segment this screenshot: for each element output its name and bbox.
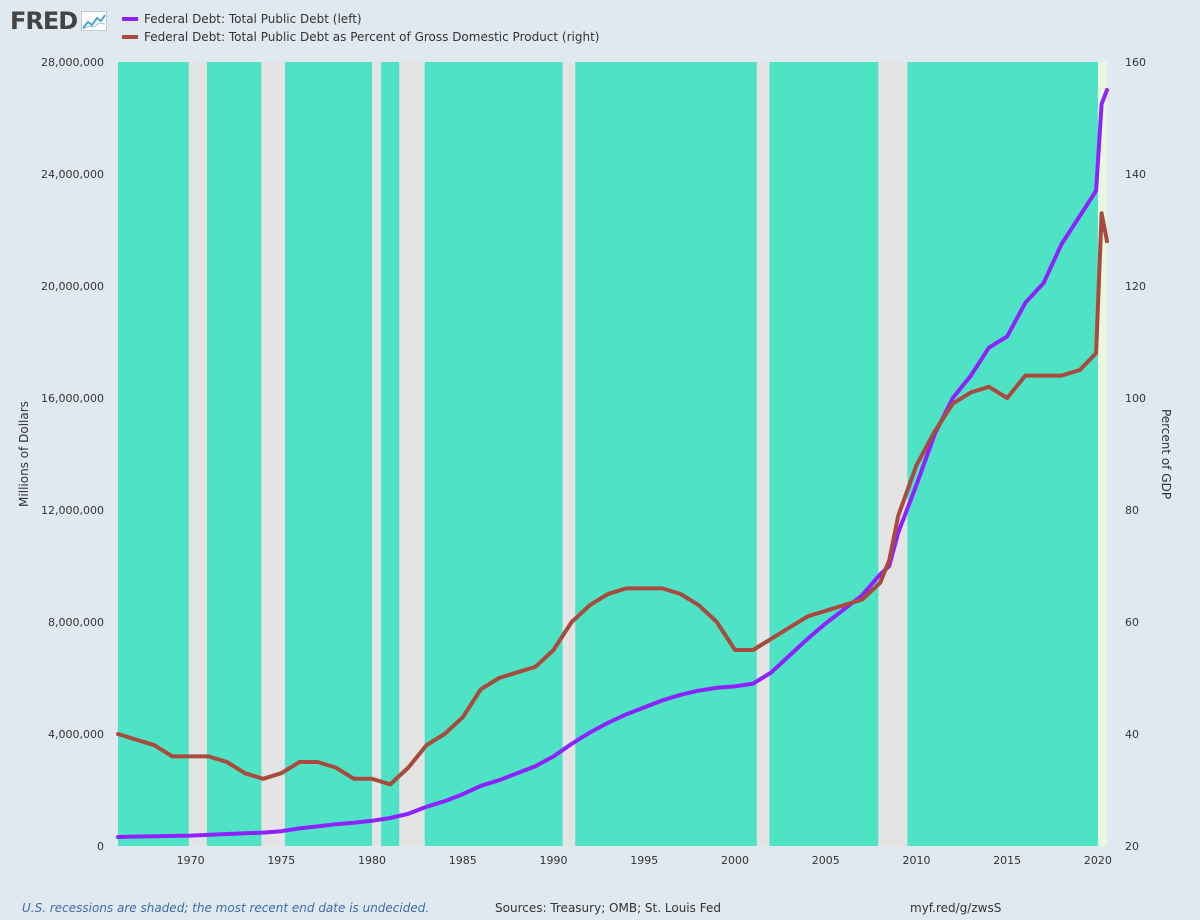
x-tick-label: 2020 — [1084, 854, 1112, 867]
x-tick-label: 2000 — [721, 854, 749, 867]
x-tick-label: 1975 — [267, 854, 295, 867]
x-tick-label: 1985 — [449, 854, 477, 867]
recession-band — [562, 62, 576, 846]
legend-item-debt-percent-gdp: Federal Debt: Total Public Debt as Perce… — [122, 30, 599, 44]
y2-tick-label: 100 — [1125, 392, 1146, 405]
legend-label: Federal Debt: Total Public Debt (left) — [144, 12, 362, 26]
recession-band — [878, 62, 908, 846]
x-tick-label: 1990 — [540, 854, 568, 867]
y-tick-label: 8,000,000 — [48, 616, 104, 629]
legend-swatch — [122, 17, 138, 21]
series-line-debt-percent-gdp — [116, 211, 1109, 787]
x-tick-label: 1995 — [630, 854, 658, 867]
footer-note: U.S. recessions are shaded; the most rec… — [22, 901, 430, 915]
recession-band — [261, 62, 285, 846]
x-tick-label: 1980 — [358, 854, 386, 867]
x-tick-label: 2010 — [902, 854, 930, 867]
y-tick-label: 12,000,000 — [41, 504, 104, 517]
y2-tick-label: 40 — [1125, 728, 1139, 741]
footer-sources: Sources: Treasury; OMB; St. Louis Fed — [495, 901, 721, 915]
y-tick-label: 4,000,000 — [48, 728, 104, 741]
recession-band — [188, 62, 207, 846]
chart-line-icon — [81, 11, 108, 31]
y2-tick-label: 20 — [1125, 840, 1139, 853]
recession-band — [399, 62, 425, 846]
y-tick-label: 24,000,000 — [41, 168, 104, 181]
series-line-total-debt — [116, 88, 1109, 839]
legend-label: Federal Debt: Total Public Debt as Perce… — [144, 30, 600, 44]
recession-band — [1097, 62, 1107, 846]
y2-axis-title: Percent of GDP — [1159, 409, 1173, 499]
legend-swatch — [122, 35, 138, 39]
logo-text: FRED — [10, 7, 78, 35]
y-tick-label: 28,000,000 — [41, 56, 104, 69]
y2-tick-label: 160 — [1125, 56, 1146, 69]
y-tick-label: 20,000,000 — [41, 280, 104, 293]
x-tick-label: 2015 — [993, 854, 1021, 867]
y-axis-title: Millions of Dollars — [17, 401, 31, 507]
y-tick-label: 16,000,000 — [41, 392, 104, 405]
legend-item-total-debt: Federal Debt: Total Public Debt (left) — [122, 12, 362, 26]
footer-link[interactable]: myf.red/g/zwsS — [910, 901, 1002, 915]
y2-tick-label: 140 — [1125, 168, 1146, 181]
y-tick-label: 0 — [97, 840, 104, 853]
recession-band — [756, 62, 770, 846]
fred-logo: FRED — [10, 6, 108, 36]
x-tick-label: 1970 — [177, 854, 205, 867]
x-tick-label: 2005 — [812, 854, 840, 867]
recession-band — [372, 62, 382, 846]
y2-tick-label: 80 — [1125, 504, 1139, 517]
y2-tick-label: 120 — [1125, 280, 1146, 293]
y2-tick-label: 60 — [1125, 616, 1139, 629]
